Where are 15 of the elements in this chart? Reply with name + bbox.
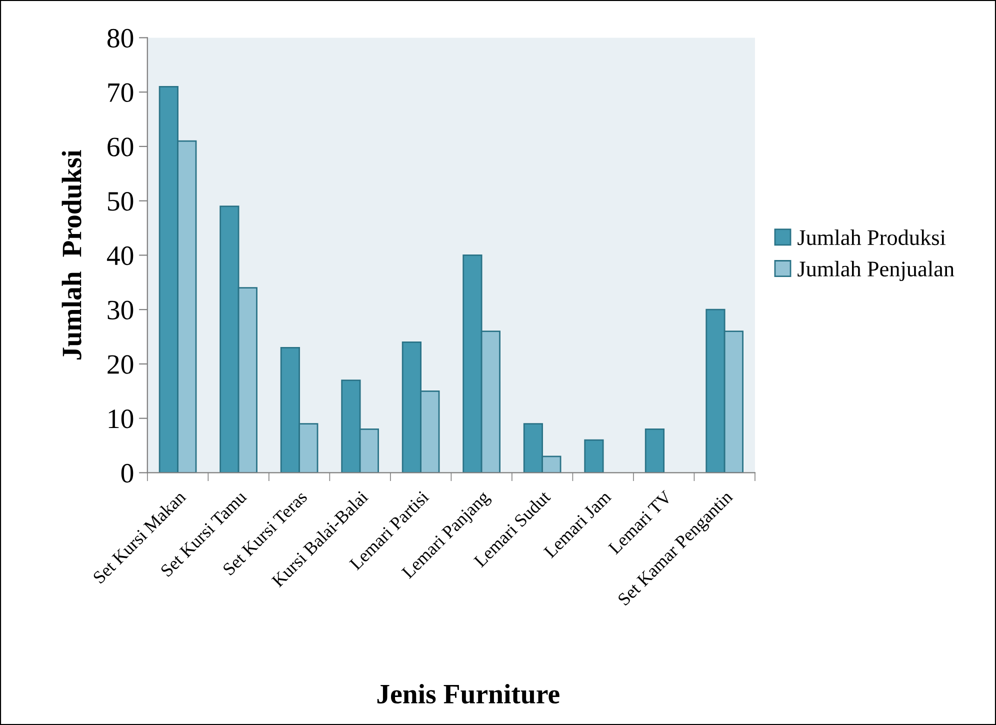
y-tick-label: 70 [108, 83, 134, 102]
y-tick-label: 80 [107, 28, 134, 48]
y-tick-label: 50 [108, 192, 134, 211]
legend-label: Jumlah Produksi [798, 229, 946, 246]
y-tick-label: 40 [106, 246, 134, 266]
bar [584, 439, 604, 473]
x-axis-title: Jenis Furniture [377, 684, 560, 704]
y-tick-label: 20 [108, 355, 134, 374]
y-tick-label: 0 [121, 464, 134, 483]
y-tick-label: 30 [108, 300, 134, 320]
y-axis-title: Jumlah Produksi [62, 150, 82, 360]
y-tick-label: 60 [108, 138, 134, 156]
legend-label: Jumlah Penjualan [798, 260, 954, 282]
y-tick-label: 10 [108, 409, 134, 428]
bar [644, 428, 665, 473]
